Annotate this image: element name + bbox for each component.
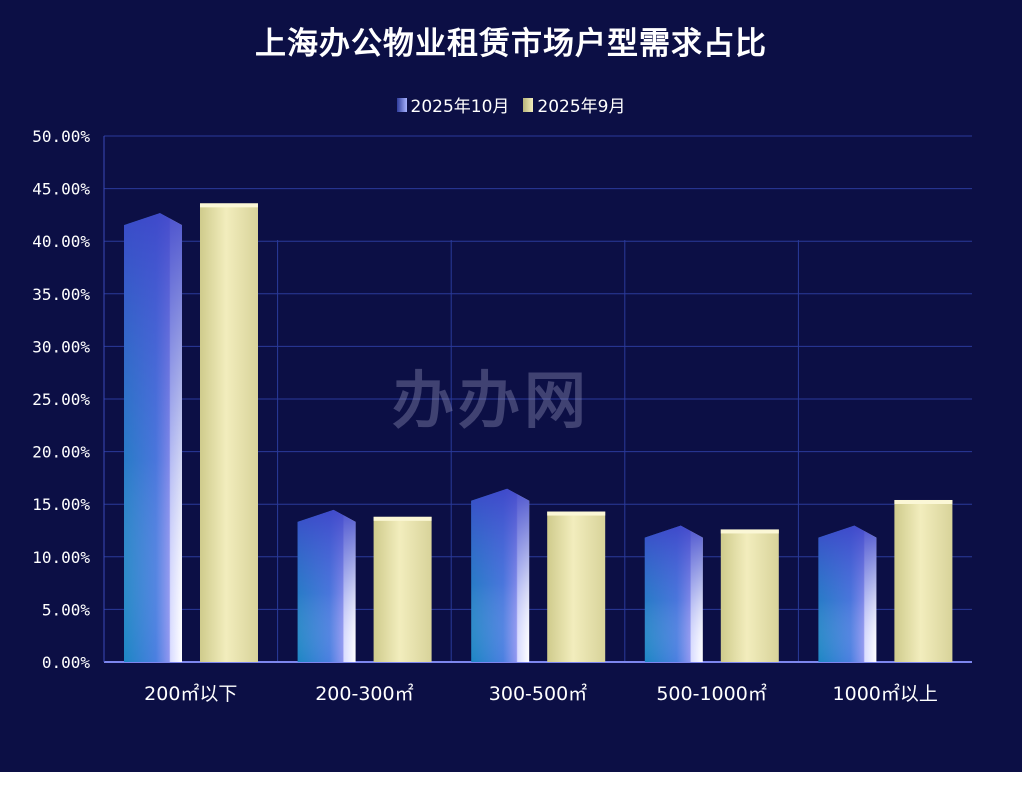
- bar-series-1[interactable]: [547, 511, 606, 662]
- y-tick-label: 10.00%: [32, 548, 90, 567]
- x-tick-label: 200-300㎡: [315, 682, 413, 705]
- y-tick-label: 20.00%: [32, 443, 90, 462]
- legend-label-series-1: 2025年9月: [537, 97, 626, 117]
- bar-series-0-shade: [644, 525, 703, 662]
- bar-series-1-cap: [894, 499, 953, 504]
- bar-series-1[interactable]: [894, 499, 953, 662]
- legend-label-series-0: 2025年10月: [410, 97, 510, 117]
- bar-series-1[interactable]: [373, 516, 432, 662]
- bar-series-0-shade: [297, 509, 356, 662]
- legend: 2025年10月 2025年9月: [0, 92, 1022, 117]
- legend-item-series-0[interactable]: 2025年10月: [396, 92, 510, 117]
- bar-series-1[interactable]: [720, 529, 779, 662]
- y-tick-label: 50.00%: [32, 127, 90, 146]
- legend-swatch-series-0: [396, 97, 407, 112]
- watermark: 办办网: [392, 364, 591, 437]
- y-tick-label: 40.00%: [32, 232, 90, 251]
- x-tick-label: 200㎡以下: [144, 682, 237, 705]
- bar-series-0-shade: [471, 488, 530, 662]
- legend-item-series-1[interactable]: 2025年9月: [523, 92, 626, 117]
- x-tick-label: 300-500㎡: [489, 682, 587, 705]
- plot-area: 0.00% 5.00% 10.00% 15.00% 20.00% 25.00% 30.00%…: [32, 127, 972, 705]
- y-tick-label: 25.00%: [32, 390, 90, 409]
- chart-frame: 上海办公物业租赁市场户型需求占比 2025年10月 2025年9月: [0, 0, 1022, 772]
- bar-series-1-cap: [373, 516, 432, 521]
- bar-series-0-shade: [124, 213, 182, 662]
- bar-series-1-cap: [200, 203, 258, 208]
- y-tick-label: 35.00%: [32, 285, 90, 304]
- x-tick-label: 500-1000㎡: [656, 682, 766, 705]
- bar-series-1-cap: [547, 511, 606, 516]
- y-tick-label: 0.00%: [42, 653, 91, 672]
- bar-series-1-cap: [720, 529, 779, 534]
- bar-series-0-shade: [818, 525, 877, 662]
- y-tick-label: 30.00%: [32, 337, 90, 356]
- y-tick-label: 15.00%: [32, 495, 90, 514]
- legend-swatch-series-1: [523, 97, 534, 112]
- y-tick-label: 5.00%: [42, 600, 91, 619]
- y-tick-label: 45.00%: [32, 180, 90, 199]
- x-tick-label: 1000㎡以上: [833, 682, 938, 705]
- bar-series-1[interactable]: [200, 203, 258, 662]
- chart-title: 上海办公物业租赁市场户型需求占比: [255, 26, 767, 62]
